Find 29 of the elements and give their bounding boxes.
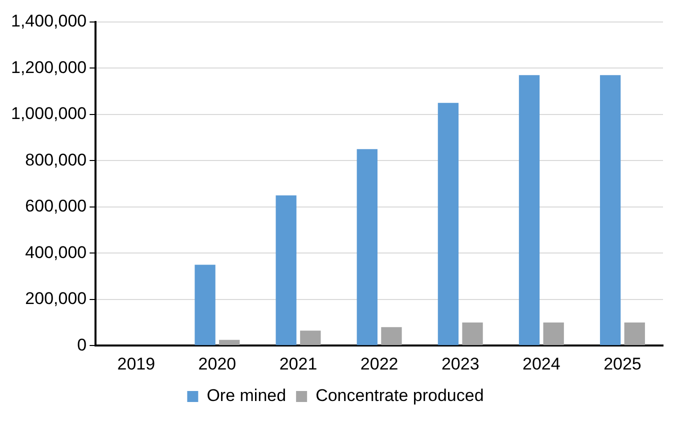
bar <box>194 264 216 346</box>
bar <box>624 322 645 346</box>
bar <box>543 322 564 346</box>
bar <box>356 149 378 346</box>
y-tick-label: 1,400,000 <box>10 12 87 31</box>
x-tick-label: 2019 <box>117 354 156 374</box>
x-tick-label: 2022 <box>360 354 398 374</box>
bar <box>518 75 540 346</box>
y-tick-label: 1,000,000 <box>10 104 87 124</box>
bar <box>219 340 240 346</box>
bar <box>300 330 321 346</box>
bar <box>600 75 621 346</box>
bar <box>381 327 402 346</box>
x-tick-label: 2020 <box>198 354 236 374</box>
bar <box>276 195 296 346</box>
y-tick-label: 200,000 <box>25 289 87 308</box>
x-tick-label: 2024 <box>522 354 560 374</box>
bar <box>438 102 459 346</box>
legend-label: Concentrate produced <box>316 386 484 406</box>
x-tick-label: 2023 <box>441 354 480 374</box>
x-tick-label: 2025 <box>604 354 642 374</box>
y-tick-label: 600,000 <box>25 196 87 216</box>
x-tick-label: 2021 <box>279 354 318 374</box>
y-tick-label: 1,200,000 <box>10 58 87 77</box>
y-tick-label: 0 <box>77 335 87 354</box>
bar <box>462 322 483 346</box>
legend-label: Ore mined <box>206 386 286 406</box>
y-tick-label: 400,000 <box>25 242 87 262</box>
y-tick-label: 800,000 <box>25 150 87 170</box>
